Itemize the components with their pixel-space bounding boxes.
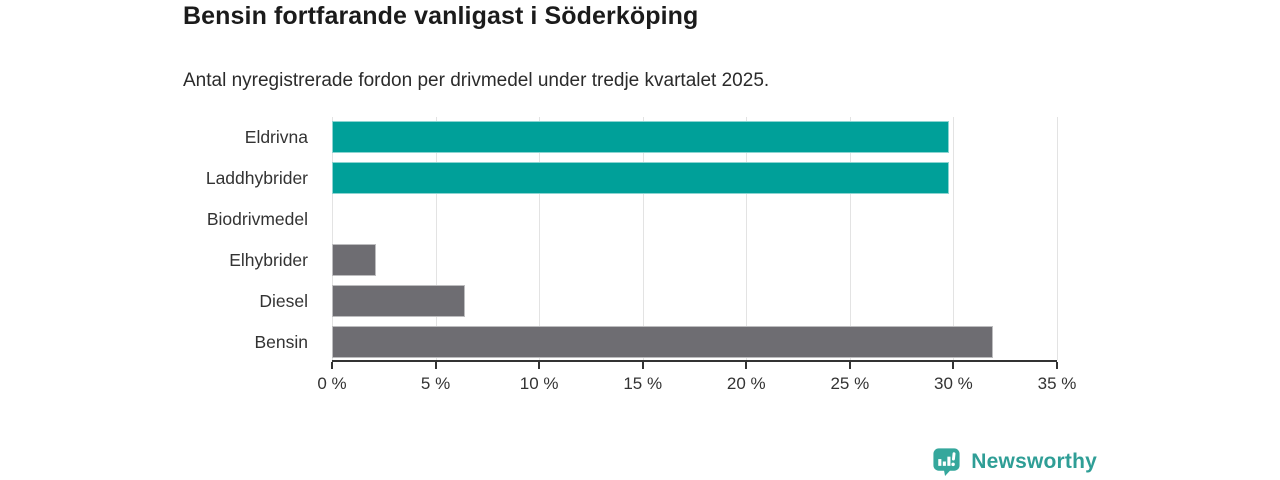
category-label: Bensin [254, 331, 308, 352]
x-axis-tick-label: 30 % [934, 374, 973, 393]
x-axis-tick-label: 25 % [830, 374, 870, 393]
x-axis-tick [848, 362, 851, 369]
category-label: Elhybrider [229, 249, 308, 270]
bar-diesel [332, 284, 465, 317]
bar-bensin [332, 325, 993, 358]
x-axis-tick [331, 362, 333, 369]
bar-eldrivna [332, 121, 950, 154]
plot-area: 0 % 5 % 10 % 15 % 20 % 25 % 30 % 35 % Eldrivna La… [206, 117, 1076, 393]
newsworthy-logo: Newsworthy [931, 446, 1097, 477]
category-label: Eldrivna [244, 127, 308, 148]
gridline [953, 117, 955, 360]
newsworthy-wordmark: Newsworthy [971, 449, 1097, 473]
x-axis-tick [538, 362, 541, 369]
x-axis-tick [1056, 362, 1058, 369]
gridline [849, 117, 851, 360]
gridline [1057, 117, 1058, 360]
x-axis-tick [641, 362, 644, 369]
category-label: Biodrivmedel [206, 209, 308, 230]
gridline [435, 117, 437, 360]
x-axis-tick [745, 362, 748, 369]
x-axis-tick [434, 362, 437, 369]
category-label: Laddhybrider [205, 168, 308, 189]
newsworthy-badge-icon [931, 446, 962, 477]
x-axis-tick-label: 10 % [519, 374, 559, 393]
chart-subtitle: Antal nyregistrerade fordon per drivmede… [183, 70, 770, 91]
x-axis-tick-label: 15 % [623, 374, 663, 393]
gridline [642, 117, 644, 360]
category-label: Diesel [259, 290, 308, 311]
x-axis-tick [952, 362, 955, 369]
bar-elhybrider [332, 243, 376, 276]
gridline [746, 117, 748, 360]
chart-title: Bensin fortfarande vanligast i Söderköpi… [183, 2, 699, 30]
gridline [332, 117, 333, 360]
x-axis-tick-label: 0 % [317, 374, 347, 393]
gridline [539, 117, 541, 360]
bar-laddhybrider [332, 162, 950, 195]
x-axis-tick-label: 35 % [1037, 374, 1077, 393]
x-axis-tick-label: 5 % [420, 374, 451, 393]
badge-shape [933, 448, 960, 477]
x-axis-tick-label: 20 % [726, 374, 766, 393]
